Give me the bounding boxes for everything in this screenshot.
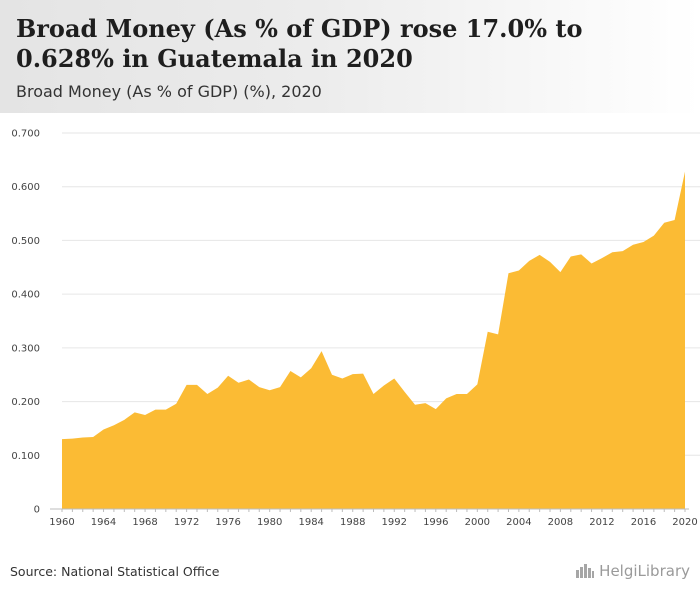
x-tick-label: 1988: [340, 517, 365, 528]
x-tick-label: 1980: [257, 517, 282, 528]
x-tick-label: 1964: [91, 517, 116, 528]
y-tick-label: 0.200: [11, 397, 40, 408]
grid-lines: [62, 132, 700, 456]
x-tick-label: 2000: [465, 517, 490, 528]
source-note: Source: National Statistical Office: [10, 564, 220, 579]
x-tick-label: 1984: [298, 517, 323, 528]
axes: 0 0.100 0.200 0.300 0.400 0.500 0.600 0.700 1960…: [11, 129, 697, 529]
x-tick-label: 2016: [631, 517, 656, 528]
chart-header: Broad Money (As % of GDP) rose 17.0% to …: [0, 0, 700, 113]
brand-logo[interactable]: HelgiLibrary: [575, 562, 690, 580]
x-tick-label: 2012: [589, 517, 614, 528]
x-tick-label: 1960: [49, 517, 74, 528]
chart-subtitle: Broad Money (As % of GDP) (%), 2020: [16, 82, 322, 101]
y-tick-label: 0.700: [11, 129, 40, 140]
chart-title: Broad Money (As % of GDP) rose 17.0% to …: [16, 14, 583, 73]
y-tick-label: 0.500: [11, 236, 40, 247]
y-tick-label: 0.600: [11, 182, 40, 193]
x-tick-label: 1976: [215, 517, 240, 528]
x-tick-label: 1972: [174, 517, 199, 528]
y-tick-label: 0.100: [11, 451, 40, 462]
area-series: [62, 171, 685, 509]
x-tick-label: 1996: [423, 517, 448, 528]
city-skyline-icon: [576, 564, 595, 578]
x-tick-label: 1992: [382, 517, 407, 528]
x-tick-label: 1968: [132, 517, 157, 528]
brand-name: HelgiLibrary: [599, 562, 690, 580]
x-tick-label: 2020: [672, 517, 697, 528]
area-series-fill: [62, 171, 685, 509]
y-tick-label: 0.300: [11, 343, 40, 354]
x-tick-label: 2008: [548, 517, 573, 528]
y-tick-label: 0.400: [11, 290, 40, 301]
area-chart: 0 0.100 0.200 0.300 0.400 0.500 0.600 0.700 1960…: [11, 129, 700, 529]
y-tick-label: 0: [34, 505, 40, 516]
x-tick-label: 2004: [506, 517, 531, 528]
